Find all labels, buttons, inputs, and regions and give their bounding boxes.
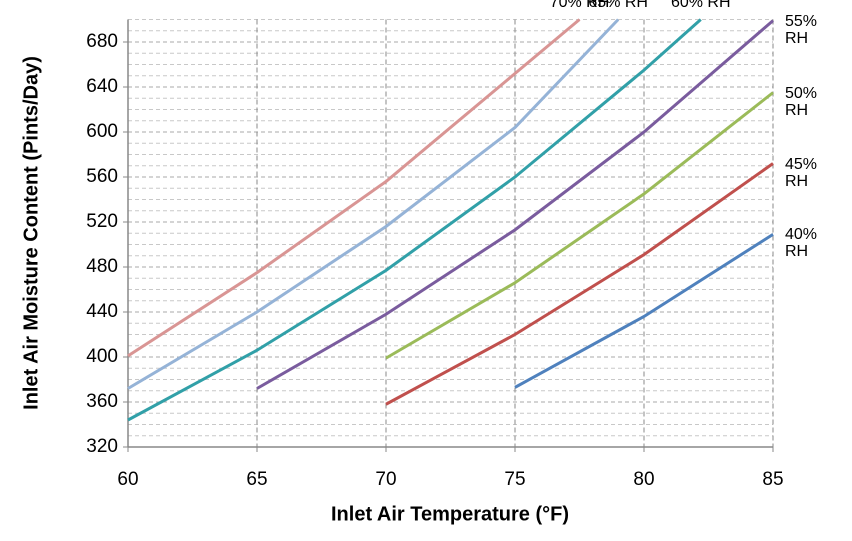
y-tick-label: 640 [86,76,118,97]
x-axis-title: Inlet Air Temperature (°F) [331,503,569,525]
line [127,18,620,390]
line [127,18,702,422]
y-tick-label: 360 [86,391,118,412]
line [385,91,774,360]
y-tick-label: 480 [86,256,118,277]
series-label: 45% RH [785,155,818,190]
x-tick-label: 60 [117,469,138,490]
x-tick-label: 85 [762,469,783,490]
line [256,19,774,390]
series-label: 55% RH [785,12,818,47]
y-axis-title: Inlet Air Moisture Content (Pints/Day) [20,56,42,410]
y-tick-label: 440 [86,301,118,322]
line [385,162,774,406]
series-label: 70% RH [549,0,610,11]
y-tick-label: 400 [86,346,118,367]
series-label: 50% RH [785,84,818,119]
line [127,18,581,358]
series-label: 65% RH [588,0,648,11]
series-label: 60% RH [670,0,731,11]
y-tick-label: 600 [86,121,118,142]
y-tick-label: 560 [86,166,118,187]
x-tick-label: 70 [375,469,396,490]
x-tick-label: 75 [504,469,525,490]
y-tick-label: 320 [86,436,118,457]
series-label: 40% RH [785,226,818,261]
y-tick-label: 520 [86,211,118,232]
y-tick-label: 680 [86,31,118,52]
x-tick-label: 65 [246,469,267,490]
line [514,233,774,389]
x-tick-label: 80 [633,469,654,490]
